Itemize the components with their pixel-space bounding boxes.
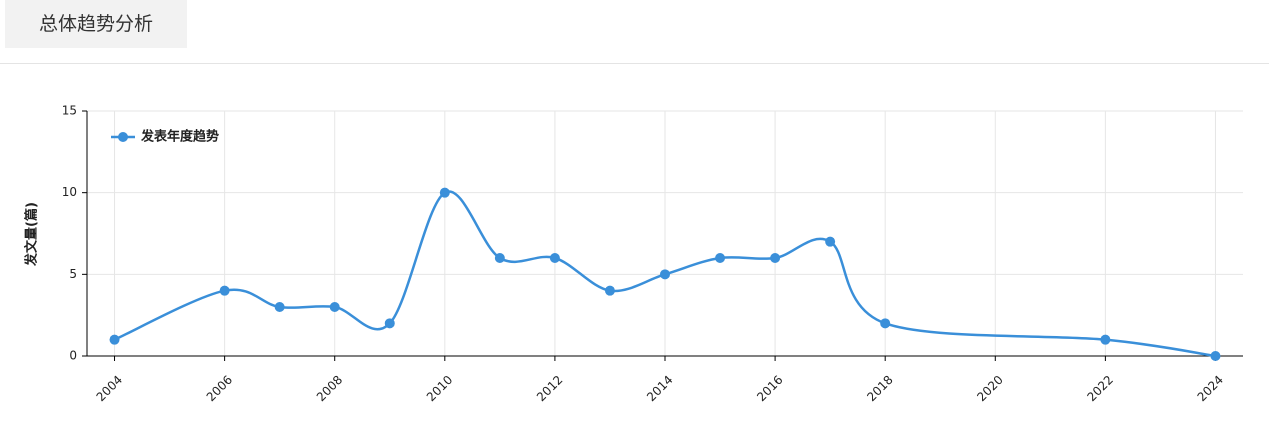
x-tick-label: 2024: [1195, 373, 1226, 404]
data-point: [439, 187, 450, 198]
divider: [0, 63, 1269, 64]
section-title: 总体趋势分析: [5, 0, 187, 48]
x-tick-label: 2012: [534, 373, 565, 404]
data-point: [109, 334, 120, 345]
y-axis-label: 发文量(篇): [24, 202, 40, 267]
y-tick-label: 15: [62, 104, 77, 118]
data-point: [329, 302, 340, 312]
data-point: [1210, 351, 1221, 361]
legend-marker: [118, 132, 128, 142]
x-tick-label: 2010: [424, 373, 455, 404]
x-tick-label: 2020: [974, 373, 1005, 404]
y-tick-label: 5: [69, 267, 77, 281]
x-tick-label: 2004: [94, 373, 125, 404]
data-point: [494, 253, 505, 263]
data-point: [715, 253, 726, 263]
legend-label: 发表年度趋势: [140, 129, 219, 145]
x-tick-label: 2014: [644, 373, 675, 404]
x-tick-label: 2022: [1084, 373, 1115, 404]
y-tick-label: 10: [62, 185, 77, 199]
data-point: [549, 253, 560, 263]
x-tick-label: 2008: [314, 373, 345, 404]
x-tick-label: 2016: [754, 373, 785, 404]
x-tick-label: 2018: [864, 373, 895, 404]
data-point: [384, 318, 395, 329]
data-point: [1100, 334, 1111, 345]
data-point: [825, 236, 836, 247]
y-tick-label: 0: [69, 349, 77, 363]
data-point: [880, 318, 891, 329]
x-tick-label: 2006: [204, 373, 235, 404]
data-point: [770, 253, 781, 263]
data-point: [219, 285, 230, 296]
data-point: [604, 285, 615, 296]
data-point: [660, 269, 670, 280]
data-point: [274, 302, 285, 312]
